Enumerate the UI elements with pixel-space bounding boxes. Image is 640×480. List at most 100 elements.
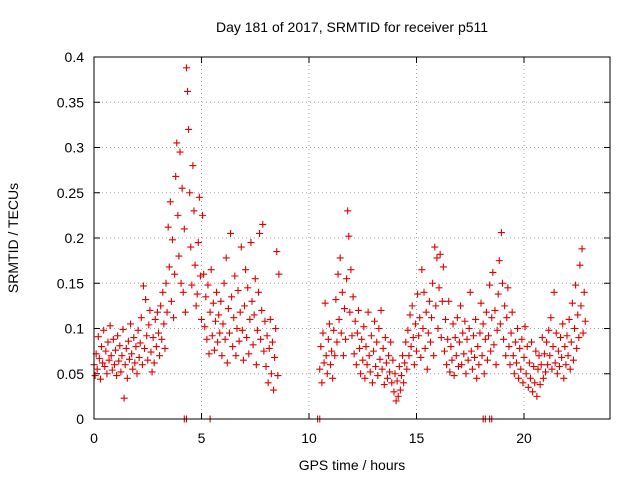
- data-point: [102, 347, 110, 355]
- data-point: [569, 356, 577, 364]
- data-point: [416, 314, 424, 322]
- data-point: [147, 348, 155, 356]
- data-point: [104, 338, 112, 346]
- data-point: [483, 356, 491, 364]
- data-point: [429, 279, 437, 287]
- data-point: [249, 341, 257, 349]
- data-point: [367, 332, 375, 340]
- data-point: [379, 344, 387, 352]
- data-point: [239, 356, 247, 364]
- data-point: [506, 361, 514, 369]
- data-point: [167, 297, 175, 305]
- data-point: [565, 315, 573, 323]
- data-point: [419, 325, 427, 332]
- data-point: [266, 315, 274, 323]
- data-point: [123, 374, 131, 382]
- data-point: [431, 243, 439, 251]
- data-point: [560, 374, 568, 382]
- data-point: [489, 268, 497, 276]
- data-point: [236, 308, 244, 316]
- data-point: [203, 335, 211, 343]
- data-point: [182, 64, 190, 72]
- data-point: [246, 315, 254, 323]
- data-point: [525, 359, 533, 367]
- data-point: [522, 370, 530, 378]
- data-point: [466, 288, 474, 296]
- data-point: [479, 320, 487, 328]
- data-point: [135, 353, 143, 361]
- data-point: [459, 329, 467, 337]
- data-point: [114, 332, 122, 340]
- data-point: [520, 353, 528, 361]
- data-point: [344, 207, 352, 215]
- data-point: [187, 243, 195, 251]
- data-point: [505, 343, 513, 351]
- data-point: [109, 335, 117, 343]
- data-point: [193, 290, 201, 298]
- data-point: [223, 359, 231, 367]
- data-point: [319, 329, 327, 337]
- data-point: [204, 281, 212, 289]
- data-point: [351, 317, 359, 325]
- y-tick-label: 0: [76, 411, 84, 427]
- data-point: [395, 363, 403, 371]
- data-point: [450, 372, 458, 380]
- data-point: [91, 372, 99, 380]
- data-point: [139, 282, 147, 290]
- data-point: [376, 355, 384, 363]
- data-point: [171, 270, 179, 278]
- data-point: [549, 343, 557, 351]
- data-point: [262, 363, 270, 371]
- data-point: [485, 332, 493, 340]
- data-point: [394, 392, 402, 400]
- data-point: [496, 320, 504, 328]
- data-point: [144, 356, 152, 364]
- data-point: [186, 189, 194, 197]
- data-point: [215, 311, 223, 319]
- data-point: [397, 372, 405, 380]
- data-point: [537, 361, 545, 369]
- data-point: [524, 383, 532, 391]
- data-point: [381, 334, 389, 342]
- data-point: [273, 248, 281, 256]
- data-point: [420, 288, 428, 296]
- x-tick-labels: 0 5 10 15 20: [90, 430, 532, 446]
- data-point: [511, 338, 519, 346]
- data-point: [567, 338, 575, 346]
- data-point: [423, 365, 431, 373]
- data-point: [456, 338, 463, 346]
- data-point: [141, 344, 149, 352]
- data-point: [166, 198, 174, 206]
- data-point: [162, 279, 170, 287]
- data-point: [539, 374, 547, 382]
- data-point: [100, 326, 108, 334]
- data-point: [192, 302, 200, 310]
- data-point: [561, 343, 569, 351]
- data-point: [516, 344, 524, 352]
- data-point: [563, 332, 571, 340]
- data-point: [238, 326, 246, 334]
- data-point: [445, 297, 453, 305]
- x-tick-label: 0: [90, 430, 98, 446]
- data-point: [437, 334, 445, 342]
- data-point: [132, 343, 140, 351]
- data-point: [179, 288, 187, 296]
- data-point: [189, 162, 197, 170]
- data-point: [562, 361, 570, 369]
- data-point: [475, 361, 483, 369]
- data-point: [242, 266, 250, 274]
- data-point: [365, 352, 373, 360]
- data-point: [119, 325, 127, 333]
- data-point: [324, 335, 332, 343]
- data-point: [439, 263, 447, 271]
- data-point: [138, 361, 146, 369]
- data-point: [98, 343, 106, 351]
- data-point: [161, 344, 169, 352]
- data-point: [428, 314, 436, 322]
- data-point: [578, 245, 586, 253]
- data-point: [103, 370, 111, 378]
- data-point: [108, 366, 116, 374]
- data-point: [468, 365, 476, 373]
